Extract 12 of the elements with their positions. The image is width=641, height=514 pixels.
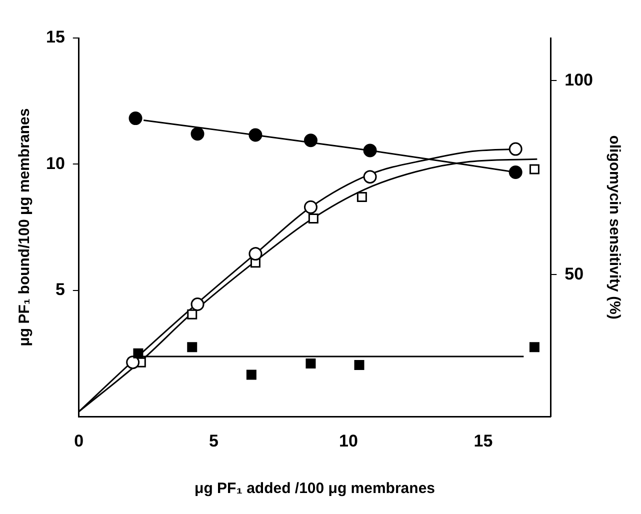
y-tick-label: 5 bbox=[55, 280, 65, 300]
x-tick-label: 5 bbox=[208, 431, 218, 450]
y2-tick-label: 50 bbox=[564, 264, 584, 284]
x-tick-label: 0 bbox=[74, 431, 84, 450]
x-axis-title: μg PF₁ added /100 μg membranes bbox=[194, 480, 436, 498]
x-tick-label: 10 bbox=[339, 431, 358, 450]
x-tick-label: 15 bbox=[474, 431, 493, 450]
y-tick-label: 15 bbox=[46, 28, 65, 47]
y2-tick-label: 100 bbox=[564, 70, 594, 90]
y-tick-label: 10 bbox=[46, 154, 65, 173]
y-axis-title: μg PF₁ bound/100 μg membranes bbox=[16, 108, 34, 346]
y2-axis-title: oligomycin sensitivity (%) bbox=[606, 135, 623, 320]
